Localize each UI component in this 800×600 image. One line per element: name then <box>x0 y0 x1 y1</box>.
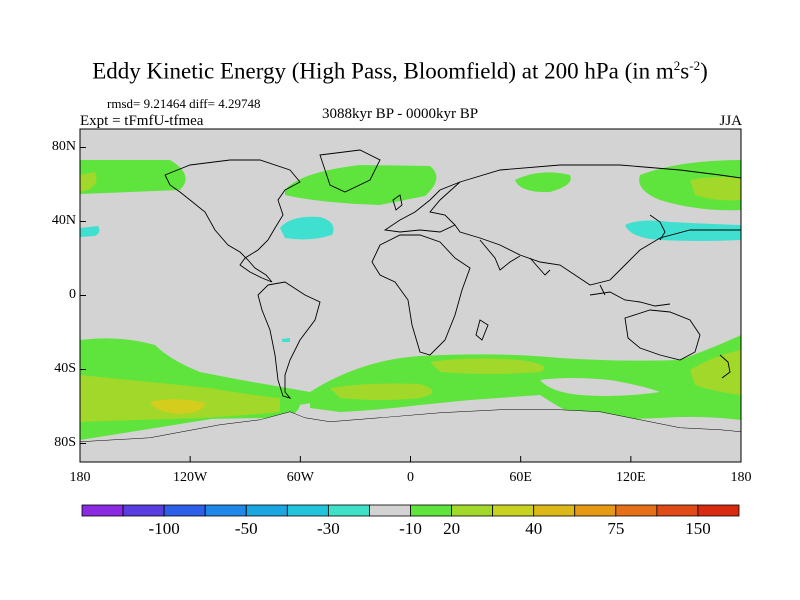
coast-uk <box>392 194 403 211</box>
colorbar-label: -100 <box>148 519 180 538</box>
y-tick-label: 0 <box>69 286 76 302</box>
coast-north-america <box>164 159 301 283</box>
field-core-southern-east <box>690 350 741 395</box>
field-band-east-asia-core <box>690 176 741 201</box>
colorbar-box-4 <box>245 504 288 517</box>
field-band-north-pacific <box>80 160 186 194</box>
colorbar-label: 40 <box>525 519 543 538</box>
period-label: 3088kyr BP - 0000kyr BP <box>321 106 479 122</box>
y-tick-label: 80S <box>54 434 76 450</box>
field-core-southern-indian <box>330 383 433 400</box>
coast-maritime-asia <box>589 284 671 307</box>
colorbar-box-1 <box>122 504 165 517</box>
field-core-southern-pacific-max <box>150 399 205 414</box>
x-tick-label: 180 <box>69 470 91 485</box>
map-plot-area <box>80 129 741 462</box>
field-cyan-pacific-west <box>80 226 100 237</box>
field-band-north-atlantic <box>285 165 437 205</box>
field-cyan-japan <box>625 220 741 241</box>
colorbar-box-0 <box>81 504 124 517</box>
colorbar-label: -50 <box>234 519 258 538</box>
coast-africa <box>371 234 471 356</box>
coast-eurasia <box>454 164 741 286</box>
colorbar-box-14 <box>656 504 699 517</box>
field-core-southern-pacific <box>80 375 280 422</box>
colorbar-box-11 <box>533 504 576 517</box>
colorbar-box-15 <box>697 504 740 517</box>
coast-new-zealand <box>719 354 731 379</box>
colorbar-box-10 <box>492 504 535 517</box>
map-title: Eddy Kinetic Energy (High Pass, Bloomfie… <box>92 58 708 84</box>
coast-south-america <box>257 281 321 399</box>
x-tick-label: 120E <box>616 470 646 485</box>
field-cyan-spot <box>282 338 290 342</box>
season-label: JJA <box>719 113 742 129</box>
colorbar-box-5 <box>286 504 329 517</box>
coast-greenland <box>319 149 381 193</box>
field-band-siberia <box>515 172 571 193</box>
antarctica-fill <box>80 410 741 462</box>
x-tick-label: 60E <box>509 470 532 485</box>
coast-australia <box>624 309 701 361</box>
field-core-southern-atlantic <box>430 358 545 374</box>
colorbar-label: 75 <box>607 519 625 538</box>
colorbar-box-3 <box>204 504 247 517</box>
colorbar-box-13 <box>615 504 658 517</box>
colorbar-label: -10 <box>399 519 422 538</box>
colorbar-box-12 <box>574 504 617 517</box>
y-tick-label: 40S <box>54 360 76 376</box>
experiment-label: Expt = tFmfU-tfmea <box>80 113 204 129</box>
colorbar-label: 150 <box>685 519 711 538</box>
x-tick-label: 180 <box>730 470 752 485</box>
y-tick-label: 80N <box>51 138 76 154</box>
y-tick-label: 40N <box>51 212 76 228</box>
field-cyan-atlantic <box>280 216 334 240</box>
colorbar <box>81 504 740 517</box>
colorbar-box-6 <box>327 504 370 517</box>
colorbar-label: -30 <box>317 519 340 538</box>
coast-madagascar <box>475 319 489 341</box>
coast-japan <box>649 214 666 241</box>
colorbar-box-9 <box>451 504 494 517</box>
coast-arabia-india <box>479 239 551 276</box>
coast-europe <box>383 181 461 233</box>
field-gray-gap <box>540 378 660 396</box>
field-band-southern-east <box>310 335 741 420</box>
x-tick-label: 60W <box>286 470 314 485</box>
axis-ticks <box>79 147 742 462</box>
colorbar-box-2 <box>163 504 206 517</box>
field-band-north-pacific-west <box>80 172 97 192</box>
x-tick-label: 120W <box>173 470 208 485</box>
stats-text: rmsd= 9.21464 diff= 4.29748 <box>107 96 261 111</box>
colorbar-label: 20 <box>443 519 461 538</box>
colorbar-box-8 <box>410 504 452 517</box>
x-tick-label: 0 <box>407 470 414 485</box>
colorbar-box-7 <box>369 504 411 517</box>
